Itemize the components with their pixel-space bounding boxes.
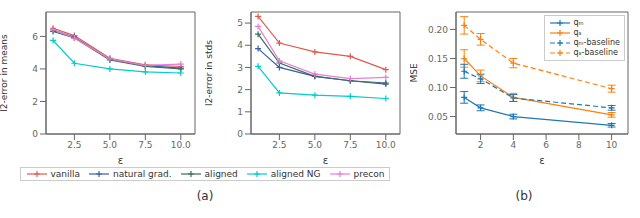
svg-text:l2-error in stds: l2-error in stds <box>205 40 214 106</box>
svg-text:1: 1 <box>237 107 243 117</box>
svg-text:5.0: 5.0 <box>308 140 323 150</box>
svg-text:0.15: 0.15 <box>428 54 448 64</box>
html-text:qₘ-baseline: qₘ-baseline <box>573 38 620 47</box>
html-text:(a): (a) <box>196 189 214 203</box>
svg-text:7.5: 7.5 <box>138 140 152 150</box>
svg-text:10: 10 <box>606 140 618 150</box>
svg-text:l2-error in means: l2-error in means <box>8 34 9 112</box>
svg-text:ε: ε <box>323 155 328 164</box>
svg-text:5: 5 <box>237 18 243 28</box>
svg-text:ε: ε <box>539 155 544 164</box>
svg-text:2.5: 2.5 <box>272 140 286 150</box>
svg-text:4: 4 <box>237 40 243 50</box>
html-text:aligned: aligned <box>204 169 238 179</box>
svg-text:2: 2 <box>237 85 243 95</box>
svg-text:10.0: 10.0 <box>171 140 191 150</box>
svg-text:2.5: 2.5 <box>67 140 81 150</box>
svg-text:5.0: 5.0 <box>103 140 118 150</box>
svg-text:2: 2 <box>32 97 38 107</box>
svg-text:MSE: MSE <box>410 63 419 82</box>
svg-text:0.10: 0.10 <box>428 83 448 93</box>
svg-text:0.20: 0.20 <box>428 25 448 35</box>
svg-text:6: 6 <box>543 140 549 150</box>
svg-text:0.05: 0.05 <box>428 112 448 122</box>
html-text:qₘ: qₘ <box>573 18 584 27</box>
html-text:precon: precon <box>353 169 385 179</box>
svg-text:0: 0 <box>32 129 38 139</box>
svg-text:0: 0 <box>237 129 243 139</box>
html-text:aligned NG: aligned NG <box>270 169 321 179</box>
html-text:qₛ: qₛ <box>573 28 582 37</box>
svg-text:4: 4 <box>32 64 38 74</box>
svg-text:8: 8 <box>576 140 582 150</box>
svg-text:6: 6 <box>32 32 38 42</box>
html-text:natural grad.: natural grad. <box>113 169 172 179</box>
svg-text:2: 2 <box>478 140 484 150</box>
html-text:(b): (b) <box>515 189 533 203</box>
svg-text:ε: ε <box>118 155 123 164</box>
svg-text:3: 3 <box>237 63 243 73</box>
html-text:vanilla: vanilla <box>50 169 81 179</box>
svg-text:4: 4 <box>510 140 516 150</box>
svg-text:10.0: 10.0 <box>376 140 396 150</box>
svg-text:7.5: 7.5 <box>343 140 357 150</box>
html-text:qₛ-baseline: qₛ-baseline <box>573 48 618 57</box>
